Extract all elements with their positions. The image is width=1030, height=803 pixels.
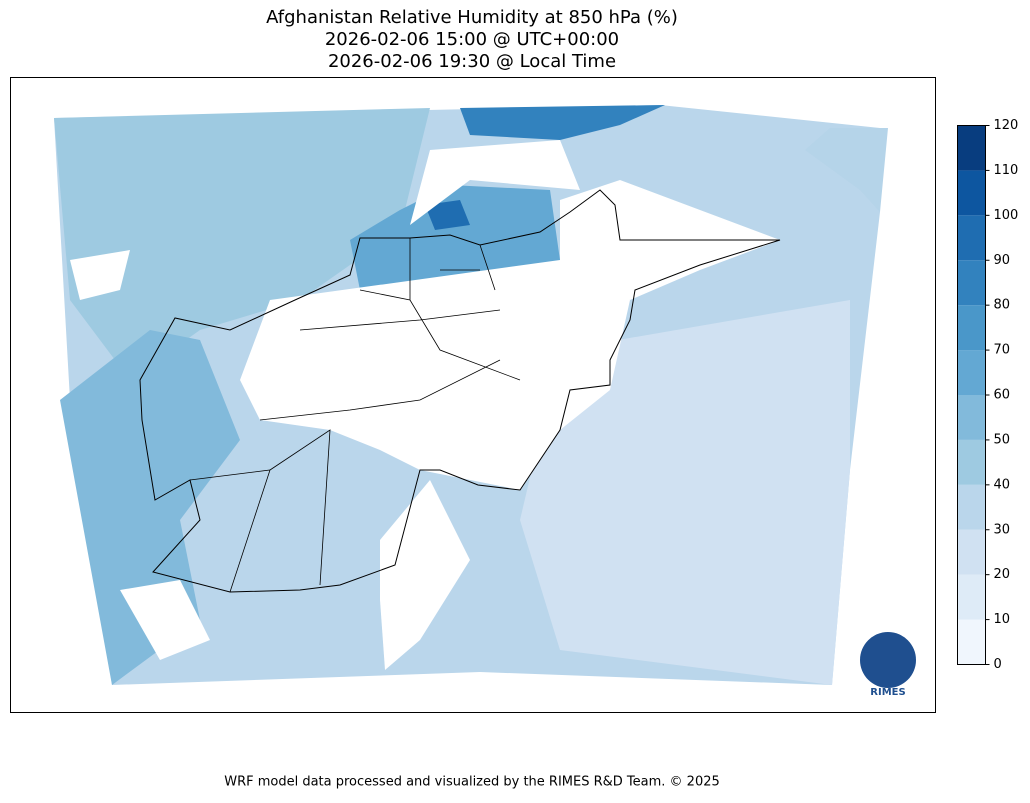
- colorbar-tick-label: 120: [994, 118, 1019, 133]
- humidity-field: [460, 105, 665, 140]
- colorbar-tick-label: 70: [994, 343, 1011, 358]
- colorbar-tick-label: 60: [994, 388, 1011, 403]
- colorbar-swatch: [957, 215, 986, 261]
- country-border: [139, 189, 781, 593]
- colorbar-swatch: [957, 619, 986, 665]
- colorbar-swatch: [957, 484, 986, 530]
- humidity-field: [60, 330, 240, 685]
- colorbar-swatch: [957, 170, 986, 216]
- logo-emblem: [860, 632, 916, 688]
- colorbar-swatch: [957, 125, 986, 171]
- colorbar-tick-label: 80: [994, 298, 1011, 313]
- no-data: [70, 250, 210, 660]
- map-frame: [10, 77, 936, 713]
- colorbar-swatch: [957, 574, 986, 620]
- map: RIMES: [54, 105, 916, 698]
- no-data: [410, 140, 580, 225]
- logo-text: RIMES: [870, 687, 905, 698]
- colorbar-tick-label: 20: [994, 567, 1011, 582]
- colorbar-swatch: [957, 305, 986, 351]
- colorbar-tick-label: 110: [994, 163, 1019, 178]
- colorbar-swatch: [957, 439, 986, 485]
- humidity-field: [520, 300, 850, 685]
- colorbar-swatch: [957, 350, 986, 395]
- colorbar-tick-label: 100: [994, 208, 1019, 223]
- colorbar-swatch: [957, 260, 986, 306]
- title-line: 2026-02-06 15:00 @ UTC+00:00: [325, 29, 619, 50]
- title-line: Afghanistan Relative Humidity at 850 hPa…: [266, 7, 678, 28]
- colorbar-frame: [957, 125, 986, 665]
- no-data: [380, 480, 470, 670]
- colorbar-swatch: [957, 395, 986, 440]
- title-line: 2026-02-06 19:30 @ Local Time: [328, 51, 616, 72]
- colorbar-swatch: [957, 529, 986, 575]
- footer: WRF model data processed and visualized …: [224, 775, 720, 790]
- humidity-field: [805, 128, 888, 212]
- colorbar-tick-label: 0: [994, 657, 1002, 672]
- colorbar-tick-label: 40: [994, 477, 1011, 492]
- no-data: [240, 260, 630, 490]
- colorbar: 0 10 20 30 40 50 60 70 80 90 100 110 120: [957, 118, 1019, 672]
- colorbar-tick-label: 50: [994, 432, 1011, 447]
- province-border: [189, 238, 521, 593]
- colorbar-tick-label: 30: [994, 522, 1011, 537]
- humidity-field: [425, 200, 470, 230]
- colorbar-tick-label: 90: [994, 253, 1011, 268]
- colorbar-tick-label: 10: [994, 612, 1011, 627]
- humidity-field: [54, 108, 430, 380]
